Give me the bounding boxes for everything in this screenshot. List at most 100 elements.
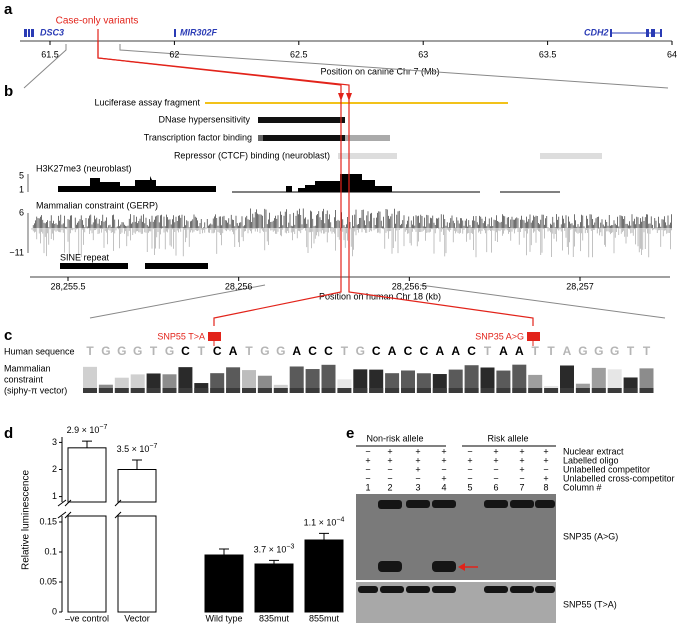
sign: − bbox=[365, 473, 370, 483]
sine-bar bbox=[145, 263, 208, 269]
constraint-bar bbox=[591, 367, 606, 393]
annotation-exponent: −3 bbox=[286, 543, 294, 550]
track-label: Luciferase assay fragment bbox=[94, 97, 200, 107]
constraint-bar bbox=[210, 388, 225, 393]
constraint-bar bbox=[401, 370, 415, 393]
constraint-bar bbox=[607, 369, 622, 393]
bar-break bbox=[64, 511, 72, 519]
base: A bbox=[515, 344, 524, 358]
base: A bbox=[451, 344, 460, 358]
base: T bbox=[198, 344, 206, 358]
row-label: Column # bbox=[563, 482, 602, 492]
h3k27me3-signal bbox=[58, 176, 216, 192]
bar bbox=[67, 447, 107, 503]
x-tick-label: Wild type bbox=[205, 613, 242, 623]
sign: − bbox=[467, 464, 472, 474]
panel-e: Non-risk allele Risk allele SNP35 (A>G) … bbox=[356, 433, 675, 623]
arrow-head bbox=[458, 563, 465, 571]
x-tick-label: 64 bbox=[667, 49, 677, 59]
gene-exon bbox=[646, 29, 649, 37]
base: G bbox=[356, 344, 365, 358]
bar-break bbox=[114, 511, 122, 519]
error-bar bbox=[219, 548, 229, 555]
base: C bbox=[467, 344, 476, 358]
constraint-bar bbox=[98, 388, 113, 393]
constraint-bar bbox=[369, 388, 384, 393]
base: C bbox=[420, 344, 429, 358]
constraint-bar bbox=[480, 367, 495, 393]
y-tick-label: 0.05 bbox=[39, 576, 57, 586]
bar bbox=[67, 515, 107, 613]
h3k27me3-signal bbox=[286, 174, 392, 192]
sign: + bbox=[543, 455, 548, 465]
constraint-bar bbox=[560, 365, 574, 393]
track-label: SINE repeat bbox=[60, 252, 110, 262]
sign: + bbox=[519, 455, 524, 465]
error-bar bbox=[269, 559, 279, 564]
constraint-bar bbox=[305, 369, 320, 393]
sign: − bbox=[493, 473, 498, 483]
base: C bbox=[308, 344, 317, 358]
tf-bar bbox=[345, 135, 390, 141]
panel-a: Case-only variants DSC3 MIR302F CDH2 Pos… bbox=[20, 16, 672, 101]
x-tick-label: 61.5 bbox=[41, 49, 59, 59]
base: C bbox=[404, 344, 413, 358]
arrow-head bbox=[338, 93, 352, 101]
base: G bbox=[610, 344, 619, 358]
ctcf-bar bbox=[338, 153, 397, 159]
constraint-bar bbox=[448, 369, 463, 393]
column-number: 1 bbox=[365, 482, 370, 492]
bar-break bbox=[64, 499, 72, 507]
bar bbox=[117, 469, 157, 503]
group-label: Risk allele bbox=[487, 433, 528, 443]
base: A bbox=[435, 344, 444, 358]
sign: + bbox=[415, 455, 420, 465]
dnase-bar bbox=[258, 117, 345, 123]
axis-break bbox=[57, 499, 67, 507]
gene-exon bbox=[660, 29, 662, 37]
gene-exon bbox=[28, 29, 30, 37]
bar bbox=[304, 539, 344, 613]
base: G bbox=[101, 344, 110, 358]
constraint-bar bbox=[512, 388, 527, 393]
sign: + bbox=[441, 446, 446, 456]
group-label: Non-risk allele bbox=[366, 433, 423, 443]
annotation-text: 1.1 × 10 bbox=[304, 518, 337, 528]
tf-bar bbox=[258, 135, 263, 141]
y-tick-label: 1 bbox=[19, 184, 24, 194]
constraint-bar bbox=[194, 388, 209, 393]
constraint-bar bbox=[448, 388, 463, 393]
panel-label: c bbox=[4, 327, 12, 344]
annotation: 1.1 × 10−4 bbox=[304, 516, 345, 528]
sign: − bbox=[415, 473, 420, 483]
sine-bar bbox=[60, 263, 128, 269]
constraint-bar bbox=[146, 388, 161, 393]
column-number: 6 bbox=[493, 482, 498, 492]
snp-label: SNP35 A>G bbox=[475, 331, 524, 341]
y-tick-label: −11 bbox=[9, 247, 24, 257]
sign: + bbox=[493, 455, 498, 465]
tf-bar bbox=[258, 135, 345, 141]
error-bar bbox=[82, 440, 92, 448]
constraint-bar bbox=[178, 367, 193, 393]
base: T bbox=[484, 344, 492, 358]
column-number: 7 bbox=[519, 482, 524, 492]
row-label: Unlabelled cross-competitor bbox=[563, 473, 675, 483]
y-tick-label: 0 bbox=[52, 606, 57, 616]
x-tick-label: 28,256 bbox=[225, 281, 253, 291]
base: A bbox=[388, 344, 397, 358]
base: T bbox=[341, 344, 349, 358]
constraint-bar bbox=[416, 388, 431, 393]
base: C bbox=[372, 344, 381, 358]
base: A bbox=[229, 344, 238, 358]
base: G bbox=[594, 344, 603, 358]
row-label: (siphy-π vector) bbox=[4, 385, 67, 395]
constraint-bar bbox=[591, 388, 606, 393]
constraint-bar bbox=[639, 368, 654, 393]
track-label: Repressor (CTCF) binding (neuroblast) bbox=[174, 150, 330, 160]
ctcf-bar bbox=[540, 153, 602, 159]
constraint-bar bbox=[385, 388, 400, 393]
panel-label: a bbox=[4, 1, 13, 18]
variant-line bbox=[348, 285, 534, 326]
